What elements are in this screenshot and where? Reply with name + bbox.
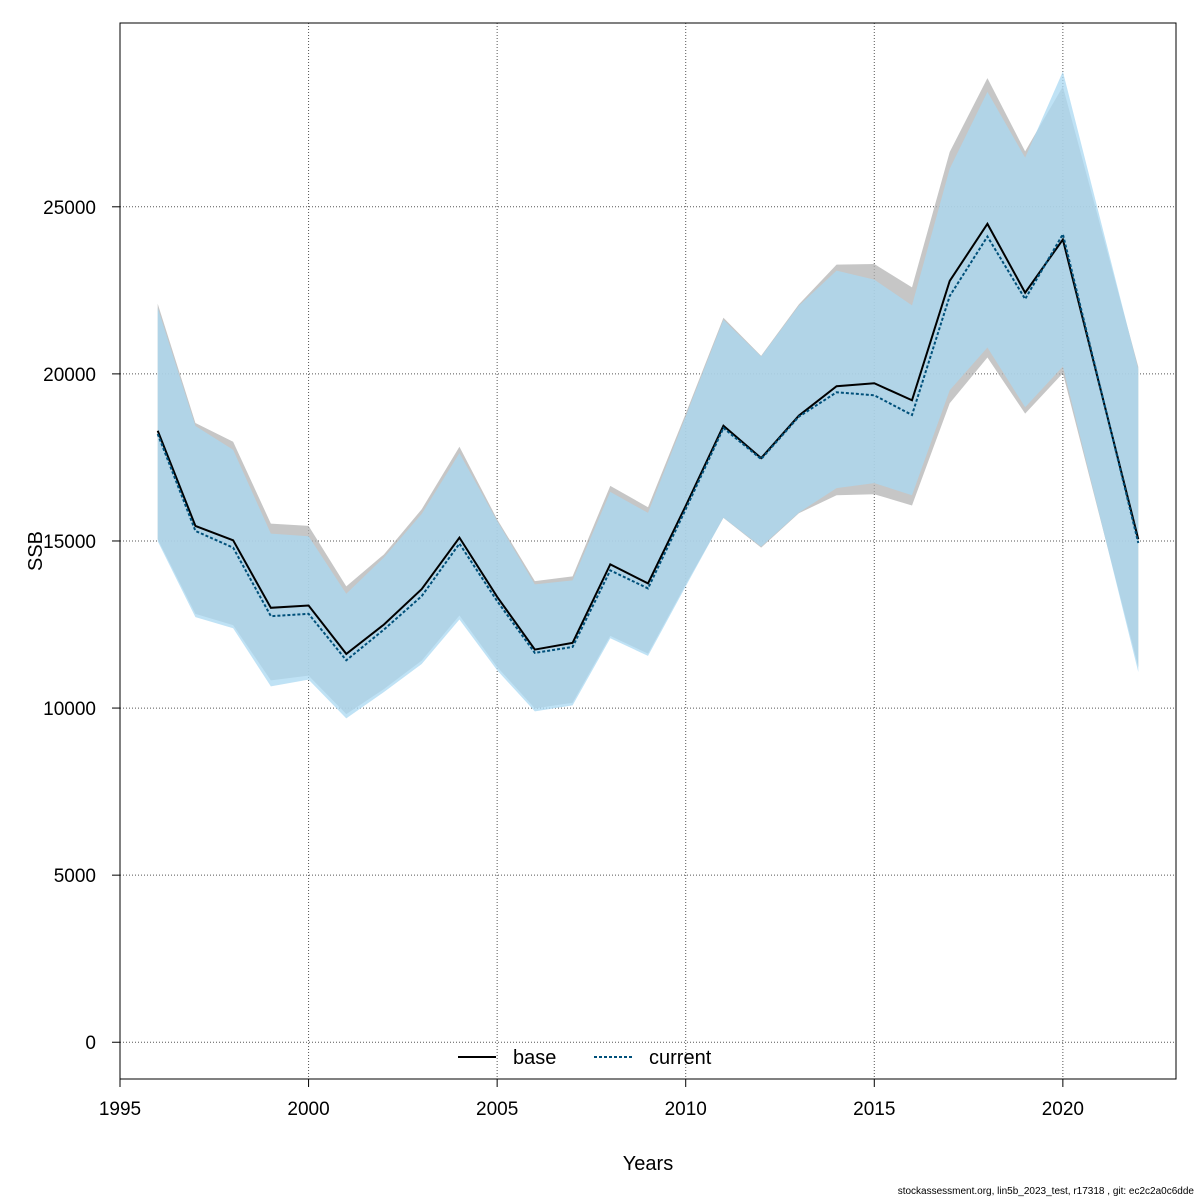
y-tick-label: 5000 [54, 866, 96, 887]
x-tick-label: 2020 [1042, 1099, 1084, 1120]
y-axis: 0 5000 10000 15000 20000 25000 [43, 198, 121, 1054]
x-axis: 1995 2000 2005 2010 2015 2020 [99, 1078, 1084, 1120]
legend: base current [458, 1047, 712, 1069]
confidence-bands [157, 71, 1139, 719]
x-tick-label: 2010 [665, 1099, 707, 1120]
x-tick-label: 2015 [853, 1099, 895, 1120]
series-line-base [156, 221, 1140, 656]
footer-caption: stockassessment.org, lin5b_2023_test, r1… [897, 1186, 1194, 1197]
y-axis-title: SSB [25, 531, 47, 571]
y-tick-label: 0 [85, 1033, 96, 1054]
y-tick-label: 15000 [43, 532, 96, 553]
y-tick-label: 25000 [43, 198, 96, 219]
x-tick-label: 2000 [287, 1099, 329, 1120]
y-tick-label: 20000 [43, 365, 96, 386]
legend-label-base: base [513, 1047, 556, 1069]
legend-label-current: current [649, 1047, 712, 1069]
x-axis-title: Years [623, 1153, 673, 1175]
series-line-current [156, 231, 1140, 662]
confidence-band-current [157, 71, 1139, 719]
series-lines [156, 221, 1140, 662]
x-tick-label: 1995 [99, 1099, 141, 1120]
x-tick-label: 2005 [476, 1099, 518, 1120]
y-tick-label: 10000 [43, 699, 96, 720]
